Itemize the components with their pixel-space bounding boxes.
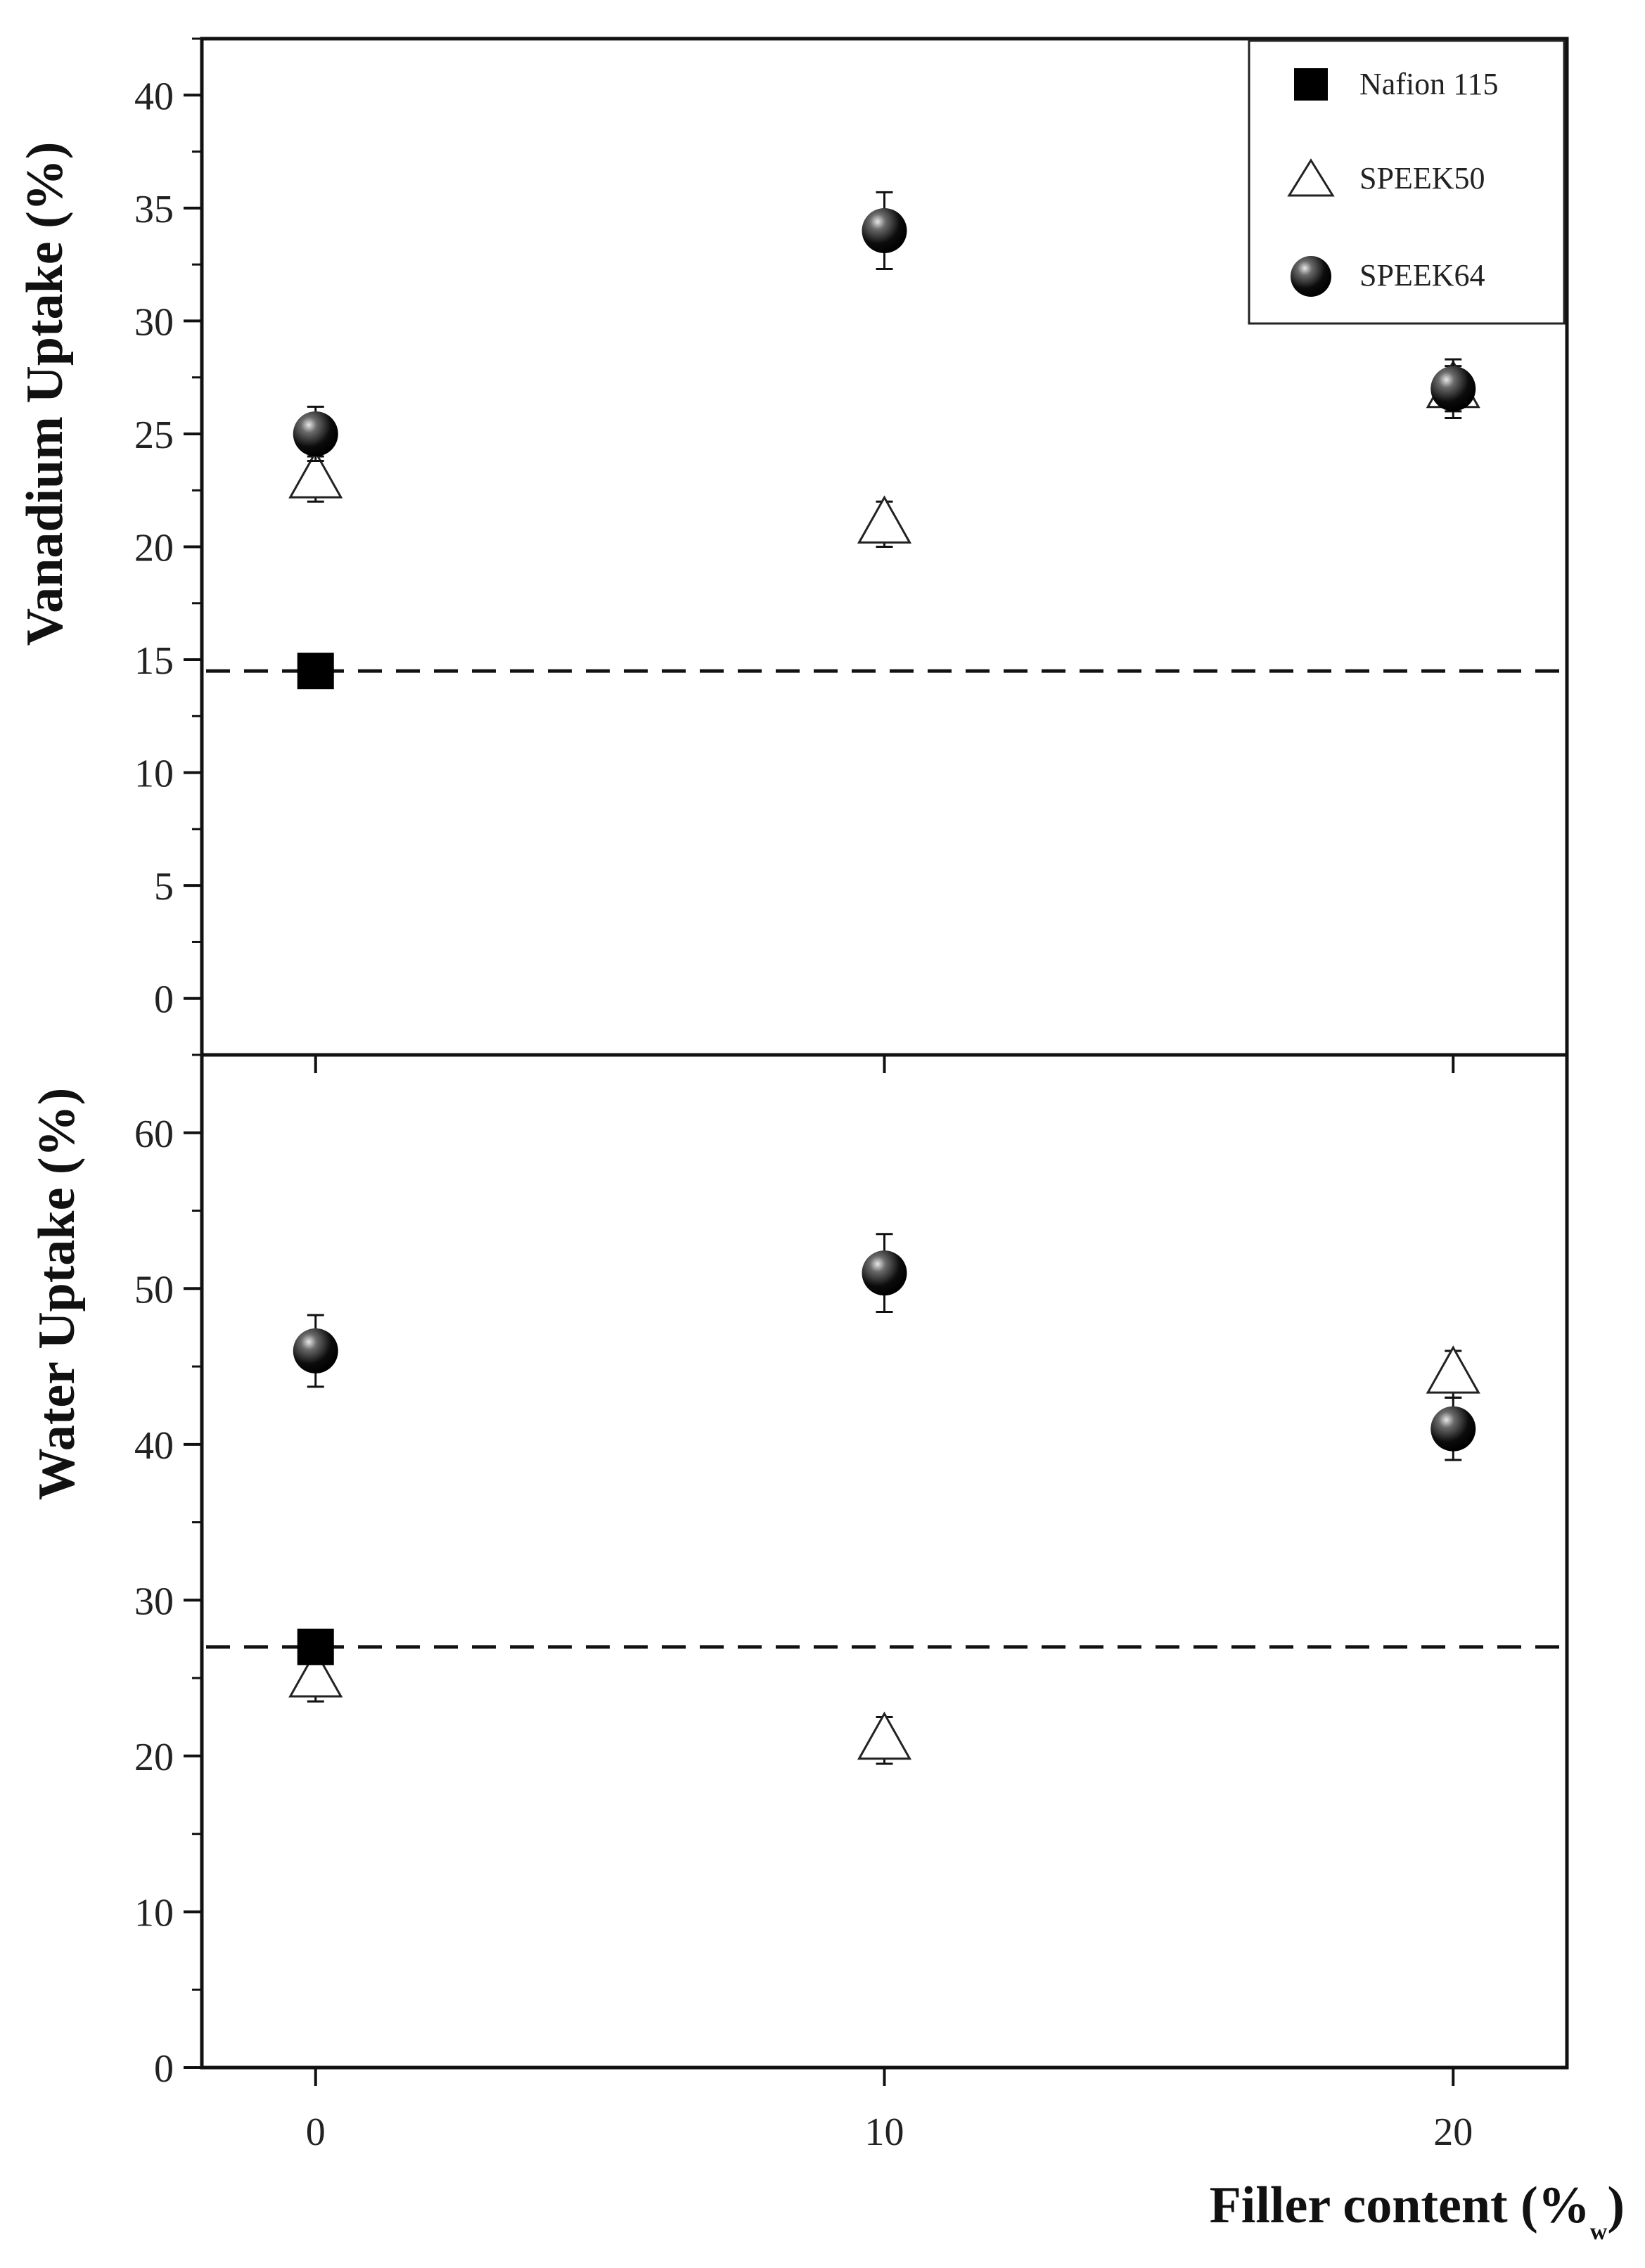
point-speek64	[1430, 1406, 1476, 1452]
point-speek64	[1430, 366, 1476, 411]
point-speek64	[293, 411, 338, 456]
x-axis-title-close: )	[1607, 2177, 1625, 2234]
point-speek64	[293, 1328, 338, 1373]
legend-label-speek50: SPEEK50	[1359, 161, 1485, 196]
bottom-plot-frame	[200, 1053, 1569, 2070]
y-tick-label: 25	[134, 414, 174, 457]
y-tick-label: 40	[134, 75, 174, 118]
point-speek50	[288, 1649, 343, 1698]
x-axis-title: Filler content (%w)	[1210, 2177, 1625, 2245]
legend-triangle-icon	[1287, 158, 1335, 197]
y-tick-label: 5	[154, 865, 174, 909]
y-tick-label: 10	[134, 1891, 174, 1935]
y-tick-label: 20	[134, 527, 174, 570]
y-tick-label: 0	[154, 978, 174, 1022]
y-tick-label: 15	[134, 639, 174, 683]
y-tick-label: 40	[134, 1424, 174, 1468]
y-tick-label: 50	[134, 1268, 174, 1312]
x-axis-title-main: Filler content (%	[1210, 2177, 1590, 2234]
point-speek64	[862, 207, 907, 253]
y-tick-label: 30	[134, 1580, 174, 1623]
y-tick-label: 60	[134, 1113, 174, 1156]
x-tick-label: 10	[865, 2110, 904, 2154]
top-panel: 0 5 10 15 20 25 30 35 40	[134, 37, 1563, 1073]
y-tick-label: 0	[154, 2047, 174, 2091]
legend-square-icon	[1294, 68, 1328, 101]
point-speek50	[288, 450, 343, 499]
point-nafion-115	[297, 1628, 334, 1665]
y-tick-label: 35	[134, 188, 174, 231]
bottom-y-axis-title: Water Uptake (%)	[28, 1088, 86, 1500]
point-speek64	[862, 1250, 907, 1296]
x-tick-label: 20	[1433, 2110, 1473, 2154]
top-y-axis-title: Vanadium Uptake (%)	[16, 142, 74, 646]
legend-label-nafion: Nafion 115	[1359, 67, 1499, 101]
point-nafion-115	[297, 653, 334, 690]
y-tick-label: 20	[134, 1736, 174, 1779]
x-tick-label: 0	[306, 2110, 326, 2154]
point-speek50	[1426, 1345, 1480, 1394]
legend-label-speek64: SPEEK64	[1359, 258, 1485, 293]
bottom-panel: 0 10 20 30 40 50 60 0 10 20	[134, 1053, 1563, 2154]
y-tick-label: 30	[134, 300, 174, 344]
point-speek50	[857, 495, 912, 544]
x-axis-title-subscript: w	[1590, 2219, 1608, 2245]
point-speek50	[857, 1711, 912, 1760]
legend: Nafion 115 SPEEK50 SPEEK64	[1248, 39, 1566, 325]
legend-sphere-icon	[1291, 256, 1331, 297]
y-tick-label: 10	[134, 752, 174, 796]
